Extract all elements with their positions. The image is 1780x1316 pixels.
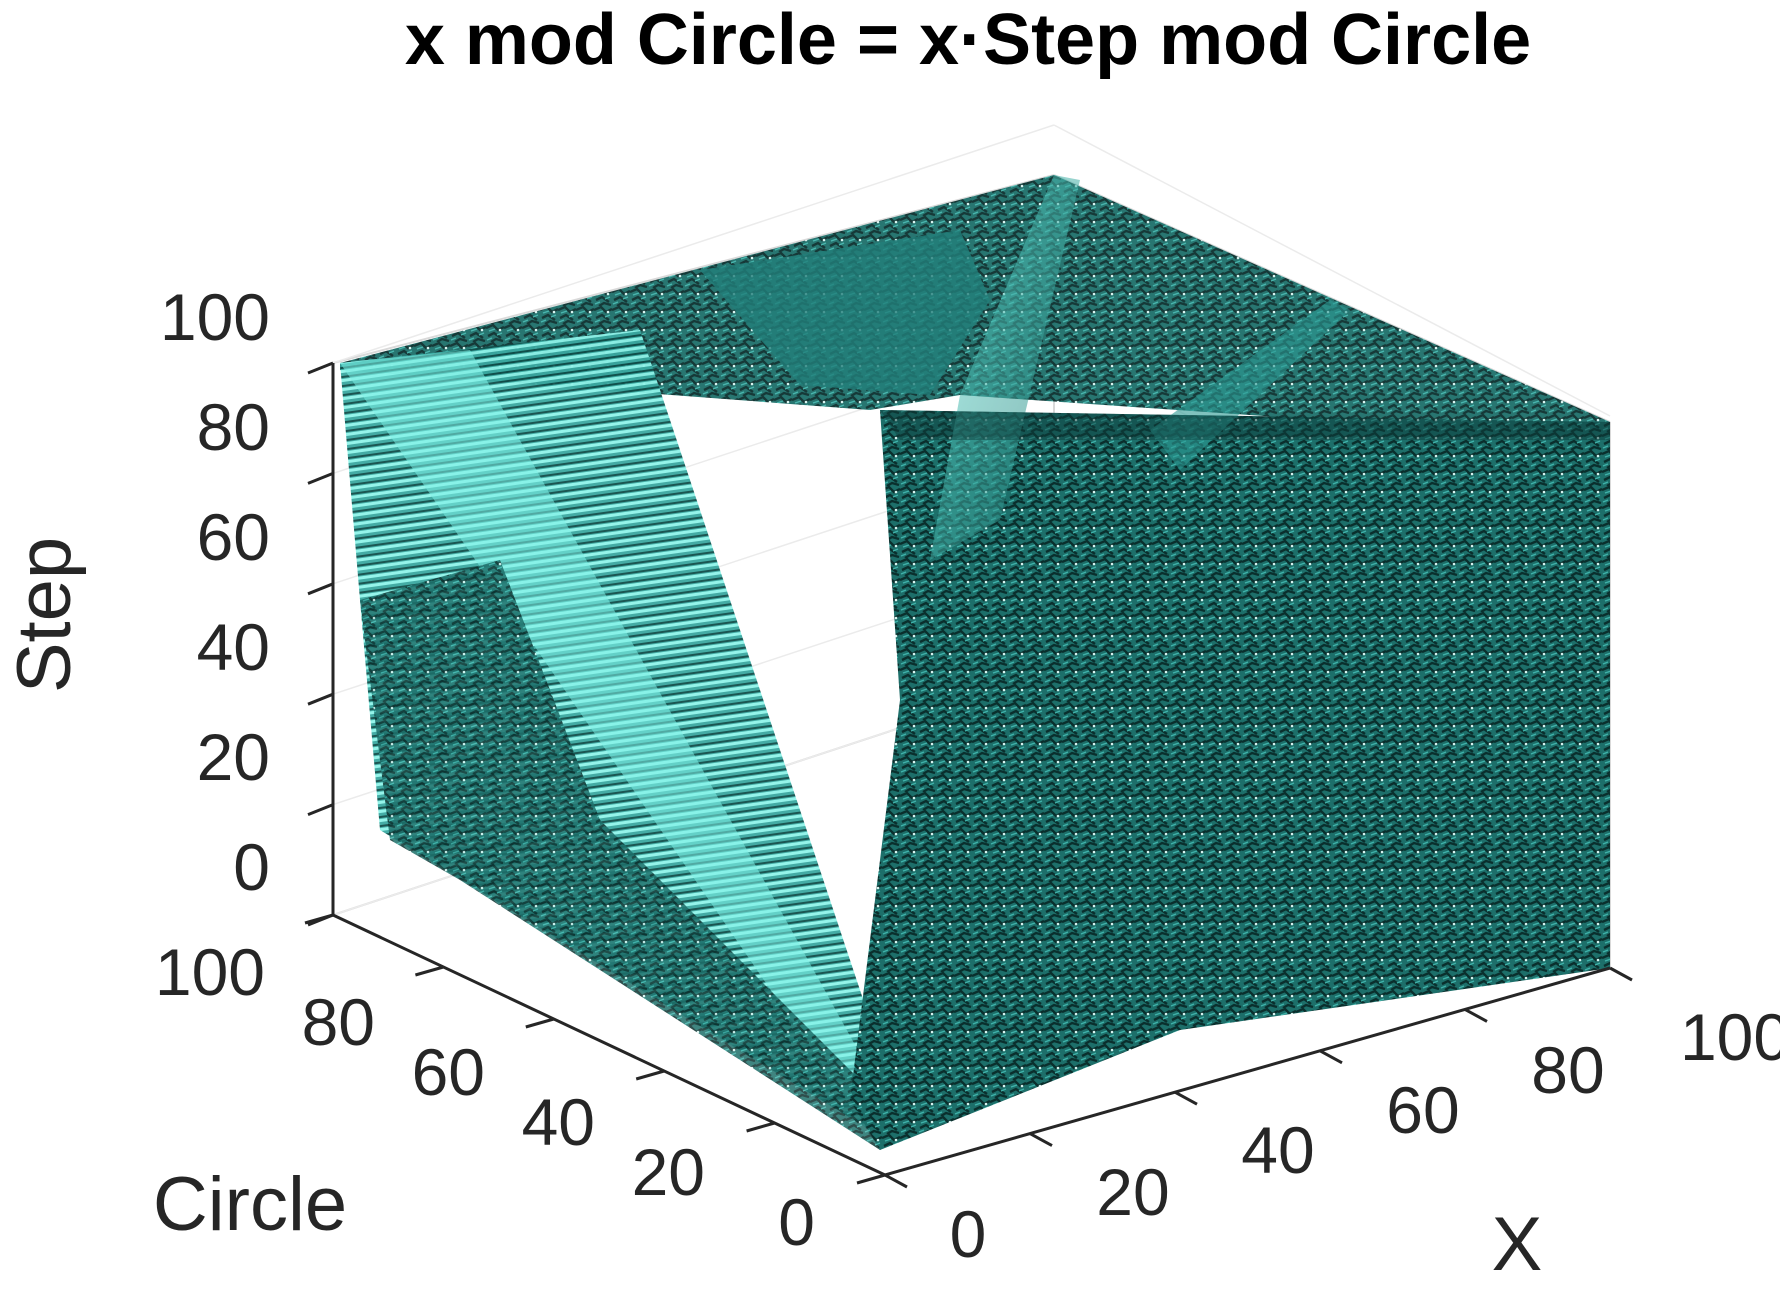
x-tick-labels: 0 20 40 60 80 100 bbox=[950, 1000, 1780, 1271]
x-tick-label: 0 bbox=[950, 1197, 987, 1271]
x-tick-mark bbox=[1319, 1049, 1343, 1065]
circle-tick-mark bbox=[856, 1173, 886, 1185]
x-tick-mark bbox=[1609, 966, 1633, 982]
step-tick-label: 20 bbox=[197, 720, 270, 794]
step-tick-mark bbox=[307, 803, 334, 816]
step-tick-mark bbox=[307, 692, 334, 706]
chart-title: x mod Circle = x·Step mod Circle bbox=[405, 0, 1531, 80]
step-tick-labels: 100 80 60 40 20 0 bbox=[160, 280, 270, 904]
x-tick-mark bbox=[1464, 1008, 1488, 1023]
circle-tick-mark bbox=[525, 1017, 555, 1029]
circle-tick-label: 40 bbox=[522, 1085, 595, 1159]
x-tick-label: 20 bbox=[1096, 1155, 1169, 1229]
circle-tick-label: 100 bbox=[155, 935, 265, 1009]
axes-lines bbox=[331, 363, 1611, 1177]
step-axis-label: Step bbox=[2, 537, 87, 693]
x-tick-mark bbox=[884, 1173, 908, 1189]
x-tick-label: 40 bbox=[1241, 1113, 1314, 1187]
x-tick-mark bbox=[1029, 1132, 1053, 1147]
step-tick-mark bbox=[307, 472, 334, 485]
x-tick-mark bbox=[1174, 1090, 1198, 1106]
back-grid-line bbox=[1053, 124, 1611, 417]
step-tick-label: 80 bbox=[197, 390, 270, 464]
step-axis-ticks bbox=[307, 361, 334, 927]
circle-tick-label: 80 bbox=[302, 985, 375, 1059]
circle-tick-mark bbox=[746, 1121, 776, 1133]
x-axis-ticks bbox=[884, 966, 1633, 1189]
circle-tick-labels: 100 80 60 40 20 0 bbox=[155, 935, 815, 1259]
step-tick-label: 0 bbox=[233, 830, 270, 904]
circle-tick-label: 20 bbox=[632, 1135, 705, 1209]
isosurface bbox=[340, 175, 1610, 1150]
circle-tick-mark bbox=[635, 1069, 665, 1081]
x-axis-label: X bbox=[1492, 1202, 1543, 1287]
x-tick-label: 100 bbox=[1680, 1000, 1780, 1074]
back-grid-line bbox=[332, 124, 1055, 364]
step-tick-mark bbox=[307, 582, 334, 596]
isosurface-front bbox=[850, 410, 1610, 1150]
step-tick-label: 100 bbox=[160, 280, 270, 354]
x-tick-label: 80 bbox=[1531, 1033, 1604, 1107]
circle-axis-label: Circle bbox=[153, 1162, 347, 1247]
circle-tick-mark bbox=[304, 913, 334, 925]
circle-tick-label: 60 bbox=[412, 1035, 485, 1109]
x-tick-label: 60 bbox=[1386, 1073, 1459, 1147]
step-tick-label: 60 bbox=[197, 500, 270, 574]
circle-axis-ticks bbox=[304, 913, 886, 1185]
step-tick-mark bbox=[307, 361, 334, 375]
step-tick-label: 40 bbox=[197, 610, 270, 684]
circle-tick-mark bbox=[414, 965, 444, 977]
circle-tick-label: 0 bbox=[778, 1185, 815, 1259]
